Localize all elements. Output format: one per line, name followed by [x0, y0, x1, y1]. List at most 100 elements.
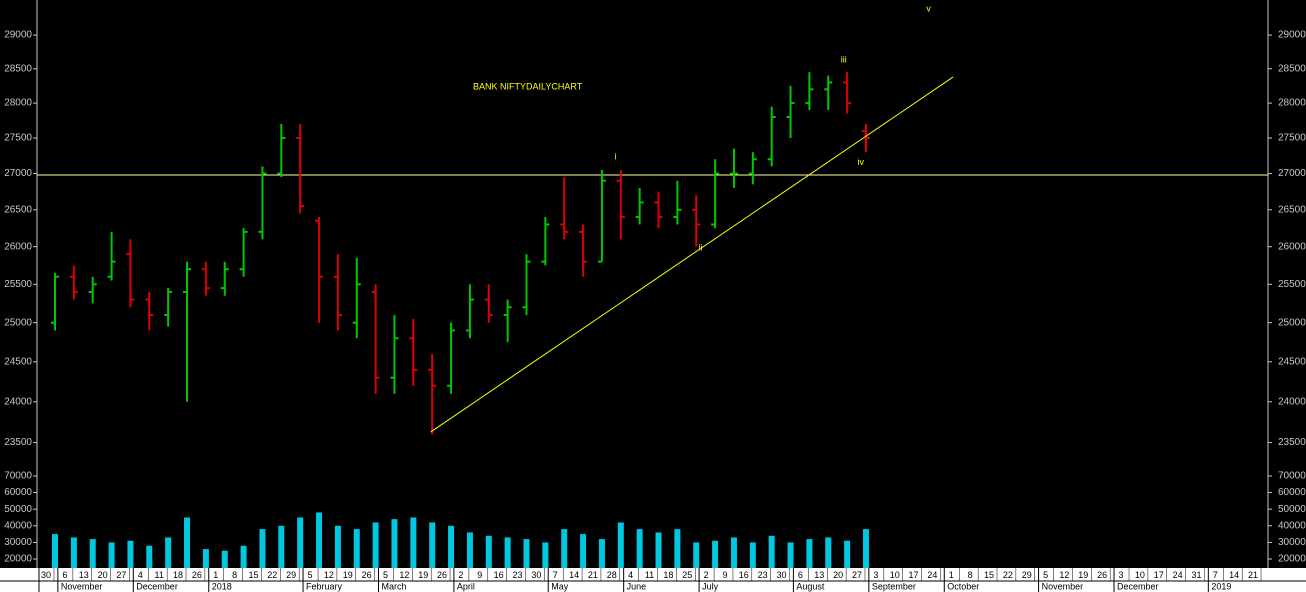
x-tick-label: 29 — [1022, 570, 1032, 580]
x-tick-label: 21 — [1248, 570, 1258, 580]
x-tick-label: 15 — [248, 570, 258, 580]
x-tick-label: 22 — [1003, 570, 1013, 580]
x-tick-label: 18 — [663, 570, 673, 580]
month-label: November — [1042, 581, 1084, 591]
month-label: March — [381, 581, 406, 591]
volume-bar — [598, 539, 605, 568]
volume-bar — [127, 540, 134, 568]
x-tick-label: 12 — [399, 570, 409, 580]
y-tick-label: 24000 — [1278, 396, 1306, 407]
x-tick-label: 21 — [588, 570, 598, 580]
x-tick-label: 17 — [1154, 570, 1164, 580]
y-tick-label: 27000 — [1278, 168, 1306, 179]
month-label: September — [872, 581, 916, 591]
x-tick-label: 16 — [494, 570, 504, 580]
y-tick-label: 27500 — [1278, 133, 1306, 144]
volume-bar — [617, 522, 624, 568]
volume-bar — [542, 542, 549, 568]
volume-bar — [674, 529, 681, 568]
x-tick-label: 26 — [192, 570, 202, 580]
wave-label: i — [615, 152, 617, 162]
volume-bar — [768, 535, 775, 568]
x-tick-label: 23 — [512, 570, 522, 580]
y-tick-label: 24500 — [4, 356, 32, 367]
volume-bar — [146, 545, 153, 568]
volume-bar — [504, 537, 511, 568]
x-tick-label: 14 — [1229, 570, 1239, 580]
volume-bar — [108, 542, 115, 568]
x-tick-label: 30 — [41, 570, 51, 580]
x-tick-label: 26 — [362, 570, 372, 580]
x-tick-label: 19 — [418, 570, 428, 580]
month-label: August — [796, 581, 825, 591]
x-tick-label: 6 — [798, 570, 803, 580]
volume-tick-label: 40000 — [4, 520, 32, 531]
volume-bar — [353, 529, 360, 568]
volume-tick-label: 30000 — [1278, 537, 1306, 548]
volume-bar — [221, 550, 228, 568]
x-tick-label: 11 — [154, 570, 163, 580]
y-tick-label: 25500 — [4, 279, 32, 290]
x-tick-label: 8 — [232, 570, 237, 580]
x-tick-label: 13 — [79, 570, 89, 580]
y-tick-label: 28000 — [1278, 98, 1306, 109]
y-tick-label: 27500 — [4, 133, 32, 144]
x-tick-label: 4 — [628, 570, 633, 580]
volume-bar — [862, 529, 869, 568]
volume-bar — [89, 539, 96, 568]
month-label: November — [61, 581, 103, 591]
x-tick-label: 28 — [607, 570, 617, 580]
volume-bar — [693, 542, 700, 568]
x-tick-label: 26 — [437, 570, 447, 580]
volume-bar — [825, 537, 832, 568]
wave-label: v — [926, 4, 931, 14]
volume-bar — [448, 525, 455, 568]
y-tick-label: 23500 — [4, 437, 32, 448]
volume-bar — [580, 534, 587, 568]
month-label: February — [306, 581, 343, 591]
volume-tick-label: 50000 — [4, 504, 32, 515]
volume-bar — [712, 540, 719, 568]
x-tick-label: 5 — [308, 570, 313, 580]
month-label: July — [702, 581, 719, 591]
y-tick-label: 27000 — [4, 168, 32, 179]
x-tick-label: 24 — [1173, 570, 1183, 580]
x-tick-label: 4 — [138, 570, 143, 580]
x-tick-label: 20 — [833, 570, 843, 580]
volume-bar — [316, 512, 323, 568]
volume-tick-label: 30000 — [4, 537, 32, 548]
wave-label: ii — [698, 243, 702, 253]
volume-bar — [787, 542, 794, 568]
volume-tick-label: 50000 — [1278, 504, 1306, 515]
volume-bar — [655, 532, 662, 568]
volume-bar — [844, 540, 851, 568]
volume-bar — [730, 537, 737, 568]
x-tick-label: 3 — [873, 570, 878, 580]
x-tick-label: 30 — [777, 570, 787, 580]
x-tick-label: 2 — [704, 570, 709, 580]
volume-bar — [410, 517, 417, 568]
volume-bar — [485, 535, 492, 568]
volume-bar — [259, 529, 266, 568]
x-tick-label: 17 — [909, 570, 919, 580]
volume-bar — [70, 537, 77, 568]
volume-bar — [429, 522, 436, 568]
volume-bar — [240, 545, 247, 568]
wave-label: iv — [858, 157, 865, 167]
x-tick-label: 9 — [477, 570, 482, 580]
x-tick-label: 5 — [383, 570, 388, 580]
month-label: June — [627, 581, 647, 591]
volume-tick-label: 70000 — [4, 471, 32, 482]
x-tick-label: 14 — [569, 570, 579, 580]
volume-bar — [52, 534, 58, 568]
volume-bar — [202, 549, 209, 568]
month-label: 2018 — [212, 581, 232, 591]
x-tick-label: 15 — [984, 570, 994, 580]
x-tick-label: 11 — [645, 570, 654, 580]
x-tick-label: 27 — [852, 570, 862, 580]
x-tick-label: 5 — [1043, 570, 1048, 580]
month-label: December — [1117, 581, 1159, 591]
volume-bar — [372, 522, 379, 568]
